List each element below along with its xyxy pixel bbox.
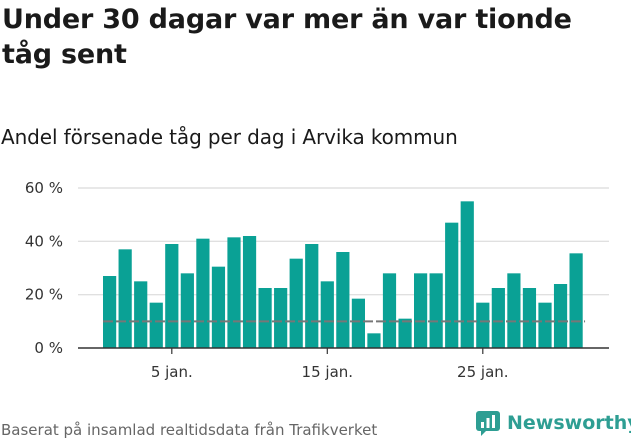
- bar: [118, 249, 132, 348]
- bar: [196, 238, 210, 348]
- bar: [305, 244, 319, 348]
- bar: [289, 258, 303, 348]
- x-tick-label: 5 jan.: [151, 363, 193, 381]
- chart-title: Under 30 dagar var mer än var tionde tåg…: [2, 4, 572, 70]
- bars: [103, 201, 583, 348]
- bar: [242, 236, 257, 348]
- axes: 0 % 20 % 40 % 60 % 5 jan. 15 jan. 25 jan.: [25, 179, 609, 381]
- bar: [367, 333, 381, 348]
- bar: [569, 253, 583, 348]
- bar: [211, 266, 226, 348]
- y-tick-label: 60 %: [25, 179, 63, 197]
- bar: [320, 281, 334, 348]
- bar: [351, 298, 365, 348]
- y-tick-label: 0 %: [34, 339, 63, 357]
- bar: [476, 302, 490, 348]
- bar: [553, 284, 568, 348]
- bar: [522, 288, 537, 348]
- brand-name: Newsworthy: [507, 412, 631, 434]
- bar: [165, 244, 179, 348]
- bar: [336, 252, 350, 348]
- bar: [274, 288, 288, 348]
- bar: [460, 201, 474, 348]
- newsworthy-logo-icon: [476, 411, 500, 436]
- bar: [103, 276, 117, 348]
- x-tick-label: 25 jan.: [457, 363, 509, 381]
- bar: [398, 318, 412, 348]
- bar: [134, 281, 148, 348]
- y-tick-label: 20 %: [25, 286, 63, 304]
- bar: [429, 273, 443, 348]
- bar: [258, 288, 272, 348]
- x-tick-label: 15 jan.: [302, 363, 354, 381]
- bar: [538, 302, 552, 348]
- bar: [180, 273, 194, 348]
- bar: [149, 302, 163, 348]
- bar: [227, 237, 241, 348]
- bar-chart: 0 % 20 % 40 % 60 % 5 jan. 15 jan. 25 jan.: [25, 179, 609, 381]
- bar: [382, 273, 397, 348]
- bar: [445, 222, 459, 348]
- bar: [414, 273, 428, 348]
- y-tick-label: 40 %: [25, 232, 63, 250]
- bar: [491, 288, 505, 348]
- brand-logo[interactable]: Newsworthy: [475, 408, 631, 438]
- chart-subtitle: Andel försenade tåg per dag i Arvika kom…: [1, 125, 458, 149]
- bar: [507, 273, 521, 348]
- source-note: Baserat på insamlad realtidsdata från Tr…: [1, 421, 378, 439]
